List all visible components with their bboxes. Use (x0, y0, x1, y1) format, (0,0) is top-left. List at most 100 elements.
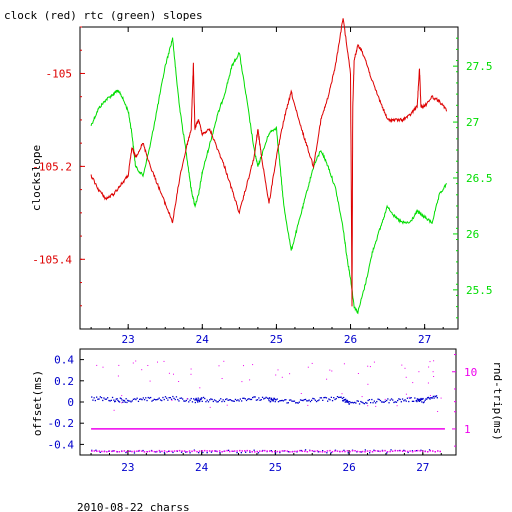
rnd-trip-point (294, 450, 296, 453)
rnd-trip-point (108, 450, 111, 452)
offset-point (324, 396, 326, 399)
offset-point (116, 398, 118, 400)
offset-point (347, 452, 349, 454)
offset-point (236, 452, 238, 454)
rnd-trip-point (409, 450, 411, 452)
rnd-trip-point (300, 393, 302, 394)
rnd-trip-point (123, 450, 126, 452)
offset-point (384, 400, 386, 402)
rnd-trip-point (405, 393, 407, 395)
offset-point (124, 401, 126, 403)
rnd-trip-point (356, 450, 359, 453)
offset-point (238, 400, 240, 402)
rnd-trip-point (406, 450, 409, 453)
offset-point (381, 401, 383, 403)
rnd-trip-point (158, 449, 161, 452)
offset-point (435, 396, 437, 398)
rnd-trip-point (252, 364, 254, 366)
rnd-trip-point (236, 450, 238, 452)
offset-point (312, 397, 314, 400)
rnd-trip-point (404, 450, 406, 452)
rnd-trip-point (289, 451, 291, 453)
rnd-trip-point (173, 450, 176, 452)
offset-point (272, 399, 274, 401)
offset-point (99, 451, 101, 453)
rnd-trip-point (375, 405, 377, 407)
rnd-trip-point (149, 380, 151, 382)
rnd-trip-point (188, 450, 191, 452)
bottom-left-tick-labels: 0.4 0.2 0 -0.2 -0.4 (48, 354, 75, 452)
rnd-trip-point (418, 371, 420, 373)
top-right-tick-label: 26 (466, 228, 479, 241)
offset-point (185, 399, 187, 402)
offset-point (169, 397, 171, 399)
offset-point (274, 401, 276, 403)
rnd-trip-point (429, 395, 431, 396)
rnd-trip-point (349, 450, 351, 453)
offset-point (178, 400, 180, 402)
offset-point (346, 399, 348, 402)
bottom-left-tick-label: 0.2 (54, 375, 74, 388)
offset-point (325, 397, 328, 399)
rnd-trip-point (396, 450, 399, 452)
offset-point (352, 402, 355, 404)
bottom-right-axis-title: rnd-trip(ms) (491, 361, 504, 440)
rnd-trip-point (369, 450, 371, 452)
offset-point (113, 399, 115, 401)
offset-point (403, 449, 405, 451)
rnd-trip-point (384, 398, 386, 400)
offset-point (386, 452, 388, 454)
offset-point (407, 451, 409, 454)
offset-point (363, 403, 366, 405)
offset-point (436, 397, 438, 399)
offset-point (279, 400, 281, 402)
top-x-tick-labels: 23 24 25 26 27 (122, 333, 432, 346)
offset-point (172, 395, 174, 398)
offset-point (206, 452, 208, 454)
rnd-trip-point (208, 450, 211, 452)
offset-point (394, 401, 396, 403)
offset-point (242, 397, 244, 399)
offset-point (233, 400, 235, 402)
rnd-trip-point (135, 360, 137, 362)
offset-point (286, 402, 288, 404)
rnd-trip-point (148, 450, 151, 453)
offset-point (180, 397, 183, 399)
offset-point (196, 400, 198, 402)
rnd-trip-point (203, 449, 206, 452)
rnd-trip-point (168, 372, 170, 374)
rnd-trip-point (132, 362, 134, 364)
offset-point (315, 400, 318, 403)
offset-point (111, 396, 114, 399)
rnd-trip-point (405, 376, 407, 378)
offset-point (335, 398, 337, 400)
offset-point (248, 398, 250, 400)
rnd-trip-point (93, 450, 96, 452)
rnd-trip-point (201, 450, 203, 452)
rnd-trip-point (241, 381, 243, 383)
offset-point (421, 401, 423, 403)
offset-point (175, 396, 178, 398)
rnd-trip-point (291, 451, 294, 453)
offset-point (388, 402, 390, 404)
rnd-trip-point (264, 449, 266, 452)
rnd-trip-point (96, 450, 98, 452)
offset-point (237, 399, 239, 401)
rnd-trip-point (381, 450, 384, 452)
rnd-trip-point (141, 450, 143, 452)
offset-point (163, 452, 166, 454)
rnd-trip-point (228, 450, 231, 453)
offset-point (212, 400, 214, 403)
offset-point (387, 398, 389, 400)
offset-point (427, 396, 429, 399)
offset-point (368, 399, 371, 401)
rnd-trip-point (357, 373, 359, 374)
rnd-trip-point (121, 450, 123, 453)
offset-point (409, 397, 411, 399)
rnd-trip-point (163, 360, 165, 362)
offset-point (266, 397, 269, 399)
bottom-right-tick-labels: 1 10 (464, 366, 477, 436)
rnd-trip-point (147, 365, 149, 366)
rnd-trip-point (366, 450, 369, 452)
offset-point (326, 452, 328, 454)
